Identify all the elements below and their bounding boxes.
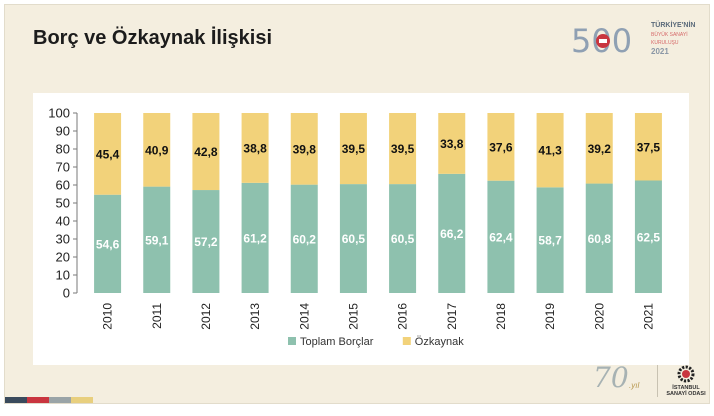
data-label-ozkaynak: 39,2 [588,142,612,156]
bar-toplam-borclar [536,187,564,293]
logo-500-year: 2021 [651,46,669,56]
iso-line2: SANAYİ ODASI [666,391,706,397]
legend-label-ozkaynak: Özkaynak [415,336,464,348]
slide: Borç ve Özkaynak İlişkisi 500 TÜRKİYE'Nİ… [4,4,710,404]
bar-toplam-borclar [192,190,220,293]
x-tick-label: 2010 [101,303,115,330]
x-tick-label: 2021 [641,303,655,330]
data-label-toplam-borclar: 60,5 [391,232,415,246]
x-tick-label: 2020 [592,303,606,330]
page-title: Borç ve Özkaynak İlişkisi [33,27,273,49]
y-tick-label: 0 [63,286,70,301]
y-tick-label: 90 [56,124,70,139]
chart-panel: 0 10 20 30 40 50 60 70 80 90 100 54,6 45,4 2010 59,1 40… [33,93,689,365]
y-tick-label: 50 [56,196,70,211]
logo-70-number: 70 [593,361,629,394]
data-label-ozkaynak: 45,4 [96,147,120,161]
bar-ozkaynak [389,113,417,185]
bar-ozkaynak [634,113,662,181]
data-label-toplam-borclar: 66,2 [440,227,464,241]
iso-org-name: İSTANBUL SANAYİ ODASI [663,385,709,397]
data-label-ozkaynak: 39,8 [293,142,317,156]
data-label-toplam-borclar: 62,4 [489,230,513,244]
x-tick-label: 2013 [248,303,262,330]
x-tick-label: 2015 [346,303,360,330]
bar-toplam-borclar [241,182,269,293]
bar-toplam-borclar [585,183,613,293]
stacked-bar-chart: 0 10 20 30 40 50 60 70 80 90 100 54,6 45,4 2010 59,1 40… [48,106,662,348]
x-tick-label: 2014 [297,303,311,330]
legend-swatch-toplam-borclar [288,337,296,345]
x-tick-label: 2017 [445,303,459,330]
bar-toplam-borclar [389,184,417,293]
y-tick-label: 40 [56,214,70,229]
bar-toplam-borclar [339,184,367,293]
logo-divider [657,365,658,397]
iso-line1: İSTANBUL [672,385,700,391]
bar-toplam-borclar [143,186,171,293]
y-tick-label: 100 [48,106,70,121]
data-label-toplam-borclar: 58,7 [538,234,562,248]
y-tick-label: 30 [56,232,70,247]
data-label-ozkaynak: 41,3 [538,144,562,158]
x-tick-label: 2011 [150,303,164,329]
data-label-toplam-borclar: 60,2 [293,232,317,246]
bar-ozkaynak [438,113,466,174]
y-tick-label: 60 [56,178,70,193]
data-label-toplam-borclar: 62,5 [637,230,661,244]
data-label-toplam-borclar: 60,8 [588,232,612,246]
legend-label-toplam-borclar: Toplam Borçlar [300,336,374,348]
x-tick-label: 2018 [494,303,508,330]
logo-70-yil: 70 .yıl İSTANBUL SANAYİ ODASI [593,361,706,401]
data-label-ozkaynak: 33,8 [440,137,464,151]
logo-500-buyuk-sanayi: 500 TÜRKİYE'NİN BÜYÜK SANAYİ KURULUŞU 20… [571,19,701,61]
x-tick-label: 2019 [543,303,557,330]
bar-ozkaynak [585,113,613,184]
data-label-toplam-borclar: 57,2 [194,235,218,249]
bar-toplam-borclar [290,184,318,293]
legend-swatch-ozkaynak [402,337,411,345]
data-label-ozkaynak: 40,9 [145,143,169,157]
data-label-ozkaynak: 39,5 [342,142,366,156]
bar-toplam-borclar [438,173,466,293]
data-label-ozkaynak: 39,5 [391,142,415,156]
gear-icon [677,365,695,383]
logo-500-line1: TÜRKİYE'NİN [651,22,696,29]
data-label-toplam-borclar: 61,2 [243,231,267,245]
bar-ozkaynak [290,113,318,185]
logo-500-line2: BÜYÜK SANAYİ KURULUŞU [651,31,688,47]
bar-ozkaynak [192,113,220,191]
y-tick-label: 80 [56,142,70,157]
data-label-toplam-borclar: 59,1 [145,233,169,247]
bottom-color-stripes [5,397,115,403]
data-label-toplam-borclar: 60,5 [342,232,366,246]
y-tick-label: 70 [56,160,70,175]
y-tick-label: 20 [56,250,70,265]
bar-ozkaynak [94,113,122,195]
bar-ozkaynak [536,113,564,188]
data-label-ozkaynak: 42,8 [194,145,218,159]
bar-toplam-borclar [487,180,515,293]
data-label-ozkaynak: 37,6 [489,140,513,154]
bar-ozkaynak [241,113,269,183]
data-label-toplam-borclar: 54,6 [96,237,120,251]
bar-ozkaynak [339,113,367,185]
bar-ozkaynak [143,113,171,187]
bar-toplam-borclar [634,180,662,293]
x-tick-label: 2012 [199,303,213,330]
logo-70-suffix: .yıl [629,381,640,390]
data-label-ozkaynak: 37,5 [637,140,661,154]
y-tick-label: 10 [56,268,70,283]
data-label-ozkaynak: 38,8 [243,141,267,155]
bar-toplam-borclar [94,194,122,293]
logo-500-graphic: 500 [571,22,632,59]
x-tick-label: 2016 [396,303,410,330]
bar-ozkaynak [487,113,515,181]
